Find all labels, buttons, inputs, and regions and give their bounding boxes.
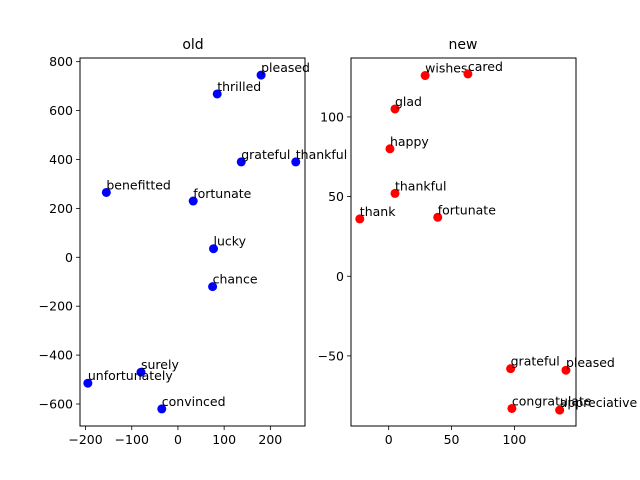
- new-point-pleased: [561, 365, 571, 375]
- new-point-label-grateful: grateful: [511, 354, 560, 369]
- new-point-appreciative: [555, 405, 565, 415]
- new-point-wishes: [420, 71, 430, 81]
- new-ytick-label: 100: [320, 109, 344, 124]
- new-xtick-label: 50: [444, 432, 460, 447]
- plot-new-title: new: [449, 37, 478, 53]
- old-ytick-label: 600: [49, 103, 73, 118]
- old-point-label-fortunate: fortunate: [193, 186, 251, 201]
- old-xtick-label: 200: [258, 432, 282, 447]
- new-point-happy: [385, 144, 395, 154]
- old-point-surely: [136, 367, 146, 377]
- old-point-label-thrilled: thrilled: [217, 79, 261, 94]
- old-ytick-label: −200: [39, 299, 73, 314]
- old-point-label-chance: chance: [213, 272, 258, 287]
- new-axes-frame: [350, 57, 577, 427]
- old-point-convinced: [157, 404, 167, 414]
- old-point-grateful: [236, 157, 246, 167]
- old-point-label-unfortunately: unfortunately: [88, 368, 174, 383]
- old-point-thrilled: [212, 89, 222, 99]
- old-point-label-surely: surely: [141, 357, 179, 372]
- new-point-label-wishes: wishes: [425, 61, 467, 76]
- plot-new: new wishes cared glad happy thankful thank for…: [318, 37, 638, 447]
- old-point-label-benefitted: benefitted: [106, 177, 171, 192]
- new-ytick-label: 0: [336, 269, 344, 284]
- old-point-label-lucky: lucky: [214, 234, 247, 249]
- old-xtick-label: 100: [212, 432, 236, 447]
- old-point-benefitted: [101, 187, 111, 197]
- old-point-unfortunately: [83, 378, 93, 388]
- new-point-label-fortunate: fortunate: [438, 202, 496, 217]
- old-point-lucky: [209, 244, 219, 254]
- old-ytick-label: 800: [49, 54, 73, 69]
- old-point-label-thankful: thankful: [296, 147, 347, 162]
- new-xtick-label: 100: [502, 432, 526, 447]
- new-point-label-thank: thank: [360, 204, 396, 219]
- old-ytick-label: 400: [49, 152, 73, 167]
- new-point-fortunate: [433, 212, 443, 222]
- old-ytick-label: 200: [49, 201, 73, 216]
- old-ytick-label: −400: [39, 348, 73, 363]
- new-point-label-glad: glad: [395, 94, 422, 109]
- old-xtick-label: −100: [115, 432, 149, 447]
- new-point-label-thankful: thankful: [395, 178, 446, 193]
- new-point-label-appreciative: appreciative: [560, 395, 638, 410]
- new-point-label-congratulate: congratulate: [512, 393, 592, 408]
- new-point-label-cared: cared: [468, 59, 503, 74]
- new-ytick-label: −50: [318, 348, 344, 363]
- old-ytick-label: −600: [39, 396, 73, 411]
- old-point-label-convinced: convinced: [162, 394, 226, 409]
- old-xtick-label: 0: [174, 432, 182, 447]
- new-point-cared: [463, 69, 473, 79]
- new-point-congratulate: [507, 403, 517, 413]
- new-point-label-happy: happy: [390, 134, 429, 149]
- new-ytick-label: 50: [328, 189, 344, 204]
- plot-old-title: old: [182, 37, 203, 53]
- old-xtick-label: −200: [68, 432, 102, 447]
- old-point-label-grateful: grateful: [241, 147, 290, 162]
- new-point-label-pleased: pleased: [566, 355, 615, 370]
- new-point-thank: [355, 214, 365, 224]
- old-axes-frame: [79, 57, 306, 427]
- new-xtick-label: 0: [385, 432, 393, 447]
- old-point-label-pleased: pleased: [261, 60, 310, 75]
- new-point-glad: [390, 104, 400, 114]
- plot-new-layer: wishes cared glad happy thankful thank fortuna…: [318, 57, 638, 447]
- old-point-thankful: [291, 157, 301, 167]
- old-ytick-label: 0: [65, 250, 73, 265]
- old-point-pleased: [256, 70, 266, 80]
- new-point-thankful: [390, 188, 400, 198]
- old-point-fortunate: [188, 196, 198, 206]
- new-point-grateful: [506, 364, 516, 374]
- old-point-chance: [208, 282, 218, 292]
